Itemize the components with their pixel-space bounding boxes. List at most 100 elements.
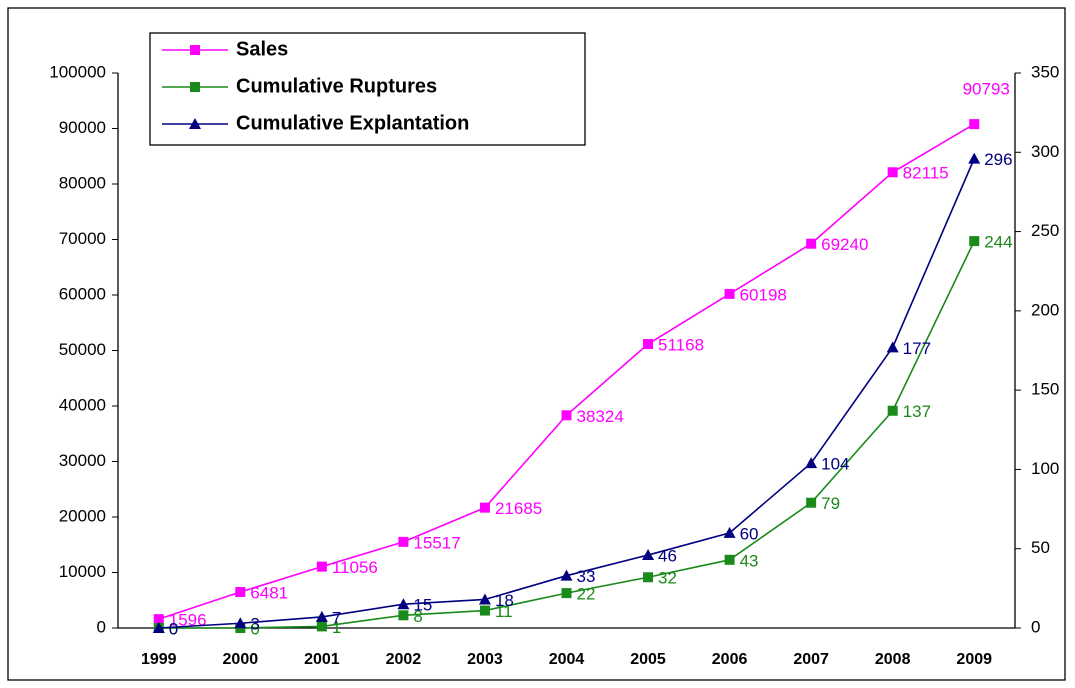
x-tick-label: 2009 (956, 651, 992, 668)
data-point (969, 119, 980, 130)
data-point (315, 610, 328, 622)
y2-tick-label: 350 (1031, 62, 1059, 81)
y-tick-label: 100000 (49, 62, 106, 81)
data-point (968, 152, 981, 164)
legend-label: Sales (236, 38, 288, 60)
data-point (316, 561, 327, 572)
y-tick-label: 80000 (59, 173, 106, 192)
data-label: 7 (332, 608, 341, 627)
x-tick-label: 2007 (793, 651, 829, 668)
data-point (806, 238, 817, 249)
x-tick-label: 2005 (630, 651, 666, 668)
data-label: 11 (495, 602, 513, 621)
data-point (806, 497, 817, 508)
data-label: 32 (658, 569, 677, 588)
data-point (316, 621, 327, 632)
legend-label: Cumulative Ruptures (236, 75, 437, 97)
data-label: 0 (169, 619, 178, 638)
data-label: 6481 (250, 584, 288, 603)
data-point (886, 341, 899, 353)
data-label: 1596 (169, 611, 207, 630)
x-tick-label: 2001 (304, 651, 340, 668)
data-label: 0 (169, 619, 178, 638)
data-point (153, 614, 164, 625)
x-tick-label: 2006 (712, 651, 748, 668)
legend-marker (190, 82, 200, 92)
data-label: 51168 (658, 336, 704, 355)
data-label: 15 (413, 596, 432, 615)
data-point (723, 526, 736, 538)
data-point (643, 339, 654, 350)
legend-label: Cumulative Explantation (236, 112, 469, 134)
data-point (479, 502, 490, 513)
data-point (560, 569, 573, 581)
data-label: 82115 (903, 164, 949, 183)
x-tick-label: 1999 (141, 651, 177, 668)
legend (149, 32, 586, 146)
x-tick-label: 2008 (875, 651, 911, 668)
data-label: 11056 (332, 558, 378, 577)
data-label: 18 (495, 591, 514, 610)
data-label: 177 (903, 339, 931, 358)
y-tick-label: 60000 (59, 284, 106, 303)
data-point (724, 288, 735, 299)
y2-tick-label: 150 (1031, 380, 1059, 399)
data-label: 3 (250, 615, 259, 634)
data-label: 43 (740, 551, 759, 570)
data-point (479, 605, 490, 616)
data-point (235, 587, 246, 598)
data-point (478, 593, 491, 605)
data-point (969, 236, 980, 247)
data-label: 60198 (740, 285, 787, 304)
data-point (887, 167, 898, 178)
data-point (561, 588, 572, 599)
data-label: 0 (250, 619, 259, 638)
y-tick-label: 90000 (59, 118, 106, 137)
data-point (397, 598, 410, 610)
data-label: 8 (413, 607, 422, 626)
data-point (643, 572, 654, 583)
data-point (805, 457, 818, 469)
data-point (398, 610, 409, 621)
data-label: 33 (577, 567, 596, 586)
data-label: 46 (658, 547, 677, 566)
data-point (561, 410, 572, 421)
data-label: 244 (984, 233, 1012, 252)
data-label: 22 (577, 585, 596, 604)
data-label: 79 (821, 494, 840, 513)
data-label: 1 (332, 618, 341, 637)
x-tick-label: 2000 (223, 651, 259, 668)
x-tick-label: 2004 (549, 651, 585, 668)
y2-tick-label: 300 (1031, 142, 1059, 161)
legend-marker (190, 45, 200, 55)
data-label: 69240 (821, 235, 868, 254)
data-label: 296 (984, 150, 1012, 169)
data-point (234, 617, 247, 629)
y-tick-label: 10000 (59, 562, 106, 581)
data-point (887, 405, 898, 416)
y-tick-label: 30000 (59, 451, 106, 470)
data-point (724, 554, 735, 565)
data-label: 90793 (963, 80, 1010, 99)
data-point (398, 536, 409, 547)
data-label: 137 (903, 402, 931, 421)
y-tick-label: 70000 (59, 229, 106, 248)
y-tick-label: 40000 (59, 395, 106, 414)
y-tick-label: 20000 (59, 506, 106, 525)
y2-tick-label: 200 (1031, 300, 1059, 319)
y2-tick-label: 100 (1031, 459, 1059, 478)
x-tick-label: 2002 (386, 651, 422, 668)
data-point (642, 549, 655, 561)
data-point (152, 622, 165, 633)
data-label: 60 (740, 524, 759, 543)
y2-tick-label: 250 (1031, 221, 1059, 240)
y-tick-label: 50000 (59, 340, 106, 359)
data-label: 15517 (413, 533, 460, 552)
x-tick-label: 2003 (467, 651, 503, 668)
y2-tick-label: 0 (1031, 617, 1040, 636)
y2-tick-label: 50 (1031, 538, 1050, 557)
legend-marker (189, 118, 201, 129)
data-label: 21685 (495, 499, 542, 518)
y-tick-label: 0 (97, 617, 106, 636)
